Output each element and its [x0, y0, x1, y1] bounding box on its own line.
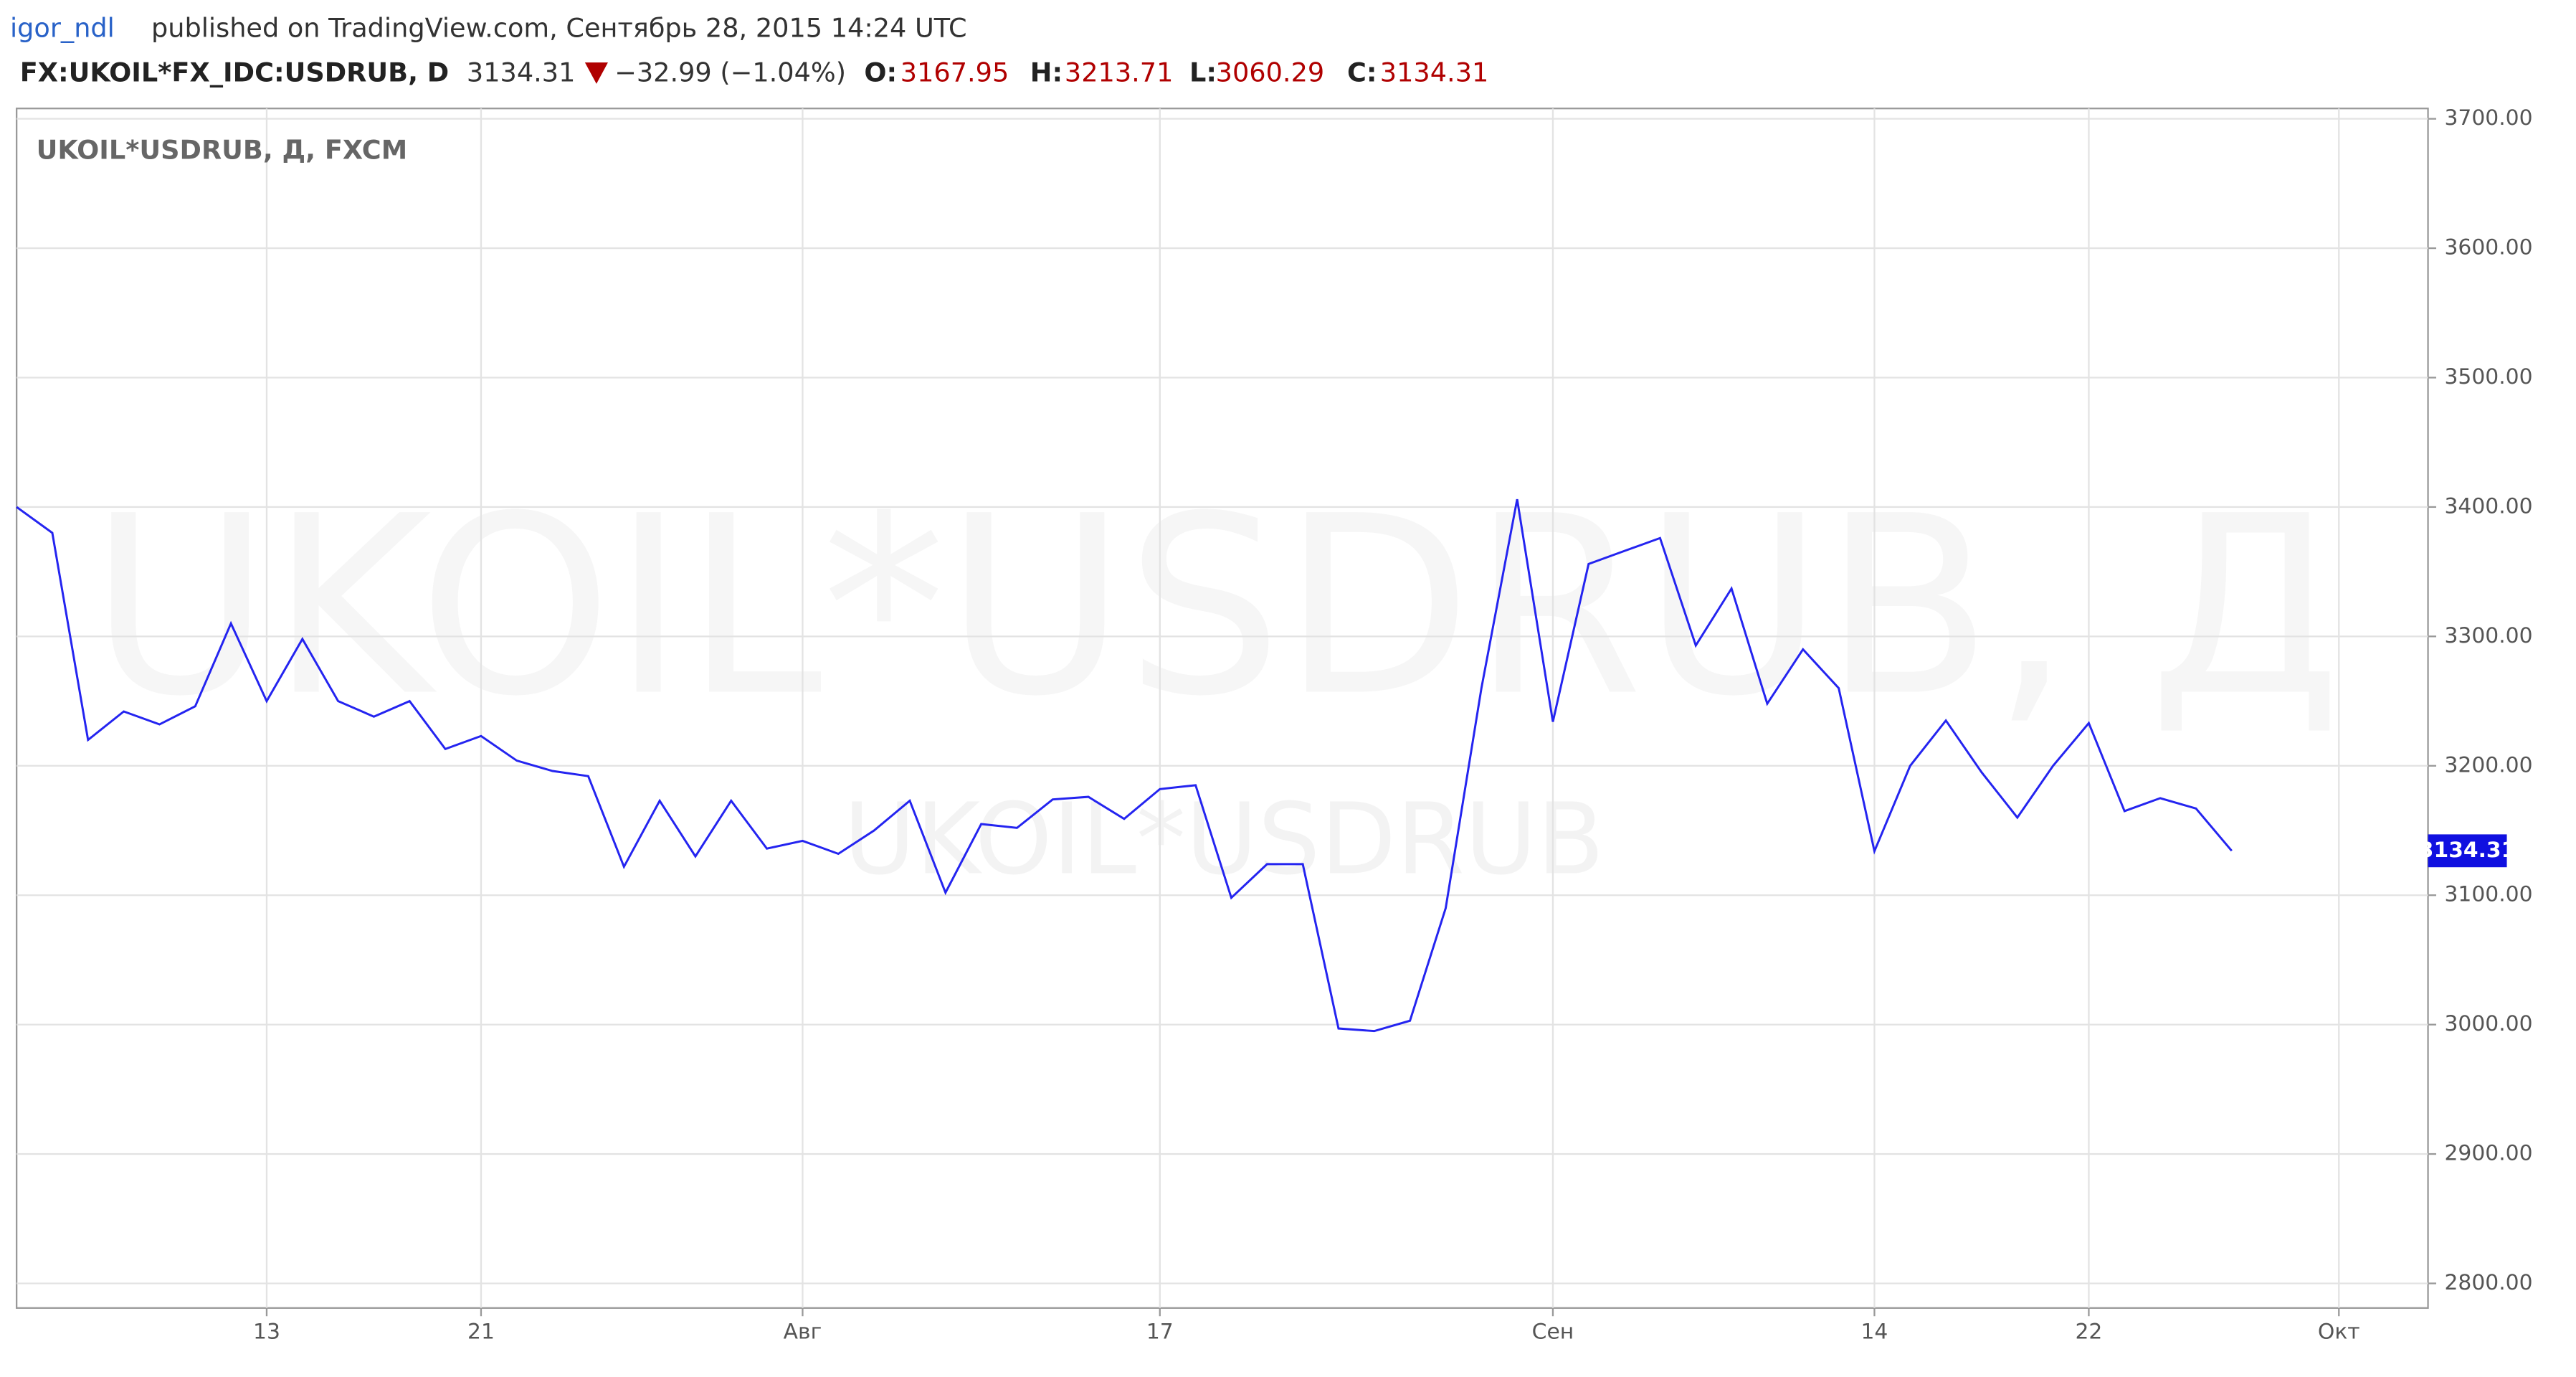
high: 3213.71 [1065, 57, 1174, 88]
y-tick-label: 3600.00 [2444, 235, 2532, 260]
y-tick-label: 3400.00 [2444, 493, 2532, 519]
low: 3060.29 [1216, 57, 1325, 88]
author[interactable]: igor_ndl [10, 13, 115, 44]
x-tick-label: 17 [1146, 1320, 1174, 1345]
x-tick-label: Окт [2318, 1320, 2360, 1345]
legend: UKOIL*USDRUB, Д, FXCM [37, 134, 408, 165]
open-label: O: [864, 57, 897, 88]
y-tick-label: 3100.00 [2444, 882, 2532, 907]
x-tick-label: 21 [467, 1320, 495, 1345]
low-label: L: [1189, 57, 1217, 88]
watermark: UKOIL*USDRUB, Д [90, 464, 2342, 751]
x-tick-label: Сен [1532, 1320, 1574, 1345]
y-tick-label: 3700.00 [2444, 105, 2532, 131]
down-arrow [584, 62, 608, 84]
price: 3134.31 [467, 57, 576, 88]
symbol: FX:UKOIL*FX_IDC:USDRUB, D [20, 57, 449, 88]
x-tick-label: 14 [1861, 1320, 1888, 1345]
close-label: C: [1347, 57, 1377, 88]
y-tick-label: 2800.00 [2444, 1270, 2532, 1295]
y-tick-label: 3500.00 [2444, 364, 2532, 389]
x-tick-label: 13 [253, 1320, 280, 1345]
y-tick-label: 3300.00 [2444, 623, 2532, 648]
plot-area [15, 108, 2429, 1309]
last-value-box [2428, 834, 2507, 868]
close: 3134.31 [1380, 57, 1489, 88]
y-tick-label: 3200.00 [2444, 752, 2532, 777]
y-tick-label: 3000.00 [2444, 1011, 2532, 1036]
x-tick-label: Авг [784, 1320, 822, 1345]
watermark-sub: UKOIL*USDRUB [843, 782, 1605, 897]
price-line [16, 498, 2233, 1033]
x-tick-label: 22 [2076, 1320, 2103, 1345]
open: 3167.95 [900, 57, 1009, 88]
high-label: H: [1030, 57, 1063, 88]
y-tick-label: 2900.00 [2444, 1141, 2532, 1166]
last-value-label: 3134.31 [2419, 838, 2516, 863]
published: published on TradingView.com, Сентябрь 2… [151, 13, 967, 44]
change: −32.99 (−1.04%) [614, 57, 846, 88]
